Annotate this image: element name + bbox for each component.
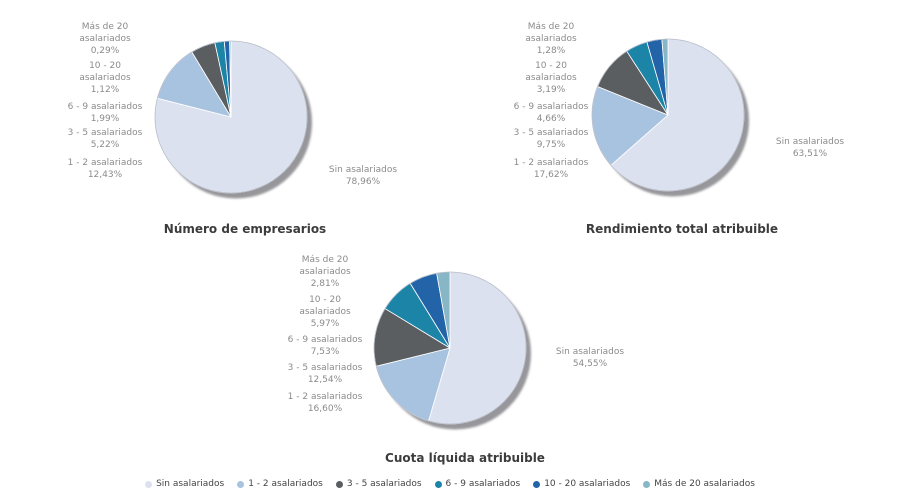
label-line: asalariados <box>79 73 131 83</box>
slice-label-3-5-asalariados: 3 - 5 asalariados 9,75% <box>486 127 616 151</box>
label-line: 3 - 5 asalariados <box>287 363 363 373</box>
label-line: Más de 20 <box>527 22 575 32</box>
label-line: 1,99% <box>90 114 120 124</box>
label-line: asalariados <box>525 34 577 44</box>
slice-label-6-9-asalariados: 6 - 9 asalariados 7,53% <box>260 334 390 358</box>
slice-label-1-2-asalariados: 1 - 2 asalariados 17,62% <box>486 157 616 181</box>
label-line: 10 - 20 <box>89 61 121 71</box>
slice-label-sin-asalariados: Sin asalariados 78,96% <box>293 164 433 188</box>
legend-marker-icon <box>335 480 343 488</box>
pie-chart-cuota-l-quida-atribuible <box>373 271 531 430</box>
label-line: 17,62% <box>533 170 569 180</box>
label-line: 1 - 2 asalariados <box>513 158 589 168</box>
legend-label: 3 - 5 asalariados <box>346 479 422 489</box>
label-line: 3 - 5 asalariados <box>513 128 589 138</box>
label-line: Sin asalariados <box>555 347 625 357</box>
label-line: 6 - 9 asalariados <box>287 335 363 345</box>
label-line: 5,22% <box>90 140 120 150</box>
pie-chart-n-mero-de-empresarios <box>154 40 312 199</box>
legend-item-sin-asalariados: Sin asalariados <box>145 479 224 489</box>
slice-label-1-2-asalariados: 1 - 2 asalariados 12,43% <box>40 157 170 181</box>
label-line: 12,43% <box>87 170 123 180</box>
legend-label: 10 - 20 asalariados <box>544 479 631 489</box>
slice-label-3-5-asalariados: 3 - 5 asalariados 5,22% <box>40 127 170 151</box>
legend-marker-icon <box>434 480 442 488</box>
label-line: 12,54% <box>307 375 343 385</box>
slice-label-sin-asalariados: Sin asalariados 54,55% <box>520 346 660 370</box>
label-line: 1 - 2 asalariados <box>67 158 143 168</box>
label-line: 4,66% <box>536 114 566 124</box>
legend-label: 1 - 2 asalariados <box>248 479 323 489</box>
chart-title-rendimiento-total-atribuible: Rendimiento total atribuible <box>585 222 779 236</box>
label-line: Más de 20 <box>301 255 349 265</box>
label-line: Sin asalariados <box>775 137 845 147</box>
label-line: 10 - 20 <box>535 61 567 71</box>
slice-label-3-5-asalariados: 3 - 5 asalariados 12,54% <box>260 362 390 386</box>
label-line: 78,96% <box>345 177 381 187</box>
label-line: 5,97% <box>310 319 340 329</box>
legend-marker-icon <box>533 480 541 488</box>
label-line: 6 - 9 asalariados <box>67 102 143 112</box>
chart-title-numero-de-empresarios: Número de empresarios <box>163 222 327 236</box>
label-line: 7,53% <box>310 347 340 357</box>
label-line: 16,60% <box>307 404 343 414</box>
legend-marker-icon <box>145 480 153 488</box>
label-line: 3 - 5 asalariados <box>67 128 143 138</box>
label-line: 6 - 9 asalariados <box>513 102 589 112</box>
legend-item-10-20-asalariados: 10 - 20 asalariados <box>533 479 630 489</box>
pie-rim <box>591 38 745 192</box>
legend-item-3-5-asalariados: 3 - 5 asalariados <box>335 479 422 489</box>
label-line: asalariados <box>299 267 351 277</box>
label-line: Sin asalariados <box>328 165 398 175</box>
label-line: 9,75% <box>536 140 566 150</box>
legend-label: Más de 20 asalariados <box>654 479 755 489</box>
pie-rim <box>373 271 527 425</box>
label-line: 63,51% <box>792 149 828 159</box>
label-line: Más de 20 <box>81 22 129 32</box>
pie-rim <box>154 40 308 194</box>
chart-title-cuota-liquida-atribuible: Cuota líquida atribuible <box>385 451 545 465</box>
label-line: asalariados <box>299 307 351 317</box>
legend-item-m-s-de-20-asalariados: Más de 20 asalariados <box>643 479 755 489</box>
label-line: 3,19% <box>536 85 566 95</box>
legend: Sin asalariados 1 - 2 asalariados 3 - 5 as… <box>0 476 900 492</box>
label-line: 1,28% <box>536 46 566 56</box>
slice-label-m-s-de-20-asalariados: Más de 20 asalariados 2,81% <box>260 254 390 290</box>
label-line: 1 - 2 asalariados <box>287 392 363 402</box>
label-line: 54,55% <box>572 359 608 369</box>
label-line: 1,12% <box>90 85 120 95</box>
label-line: asalariados <box>79 34 131 44</box>
label-line: 2,81% <box>310 279 340 289</box>
slice-label-10-20-asalariados: 10 - 20 asalariados 3,19% <box>486 60 616 96</box>
slice-label-10-20-asalariados: 10 - 20 asalariados 5,97% <box>260 294 390 330</box>
slice-label-m-s-de-20-asalariados: Más de 20 asalariados 0,29% <box>40 21 170 57</box>
legend-label: 6 - 9 asalariados <box>445 479 521 489</box>
legend-marker-icon <box>237 480 245 488</box>
label-line: 10 - 20 <box>309 295 341 305</box>
legend-item-6-9-asalariados: 6 - 9 asalariados <box>434 479 521 489</box>
legend-item-1-2-asalariados: 1 - 2 asalariados <box>237 479 323 489</box>
label-line: 0,29% <box>90 46 120 56</box>
slice-label-6-9-asalariados: 6 - 9 asalariados 4,66% <box>486 101 616 125</box>
slice-label-sin-asalariados: Sin asalariados 63,51% <box>740 136 880 160</box>
label-line: asalariados <box>525 73 577 83</box>
pie-chart-rendimiento-total-atribuible <box>591 38 749 197</box>
slice-label-m-s-de-20-asalariados: Más de 20 asalariados 1,28% <box>486 21 616 57</box>
legend-marker-icon <box>643 480 651 488</box>
legend-label: Sin asalariados <box>156 479 225 489</box>
slice-label-6-9-asalariados: 6 - 9 asalariados 1,99% <box>40 101 170 125</box>
slice-label-1-2-asalariados: 1 - 2 asalariados 16,60% <box>260 391 390 415</box>
slice-label-10-20-asalariados: 10 - 20 asalariados 1,12% <box>40 60 170 96</box>
